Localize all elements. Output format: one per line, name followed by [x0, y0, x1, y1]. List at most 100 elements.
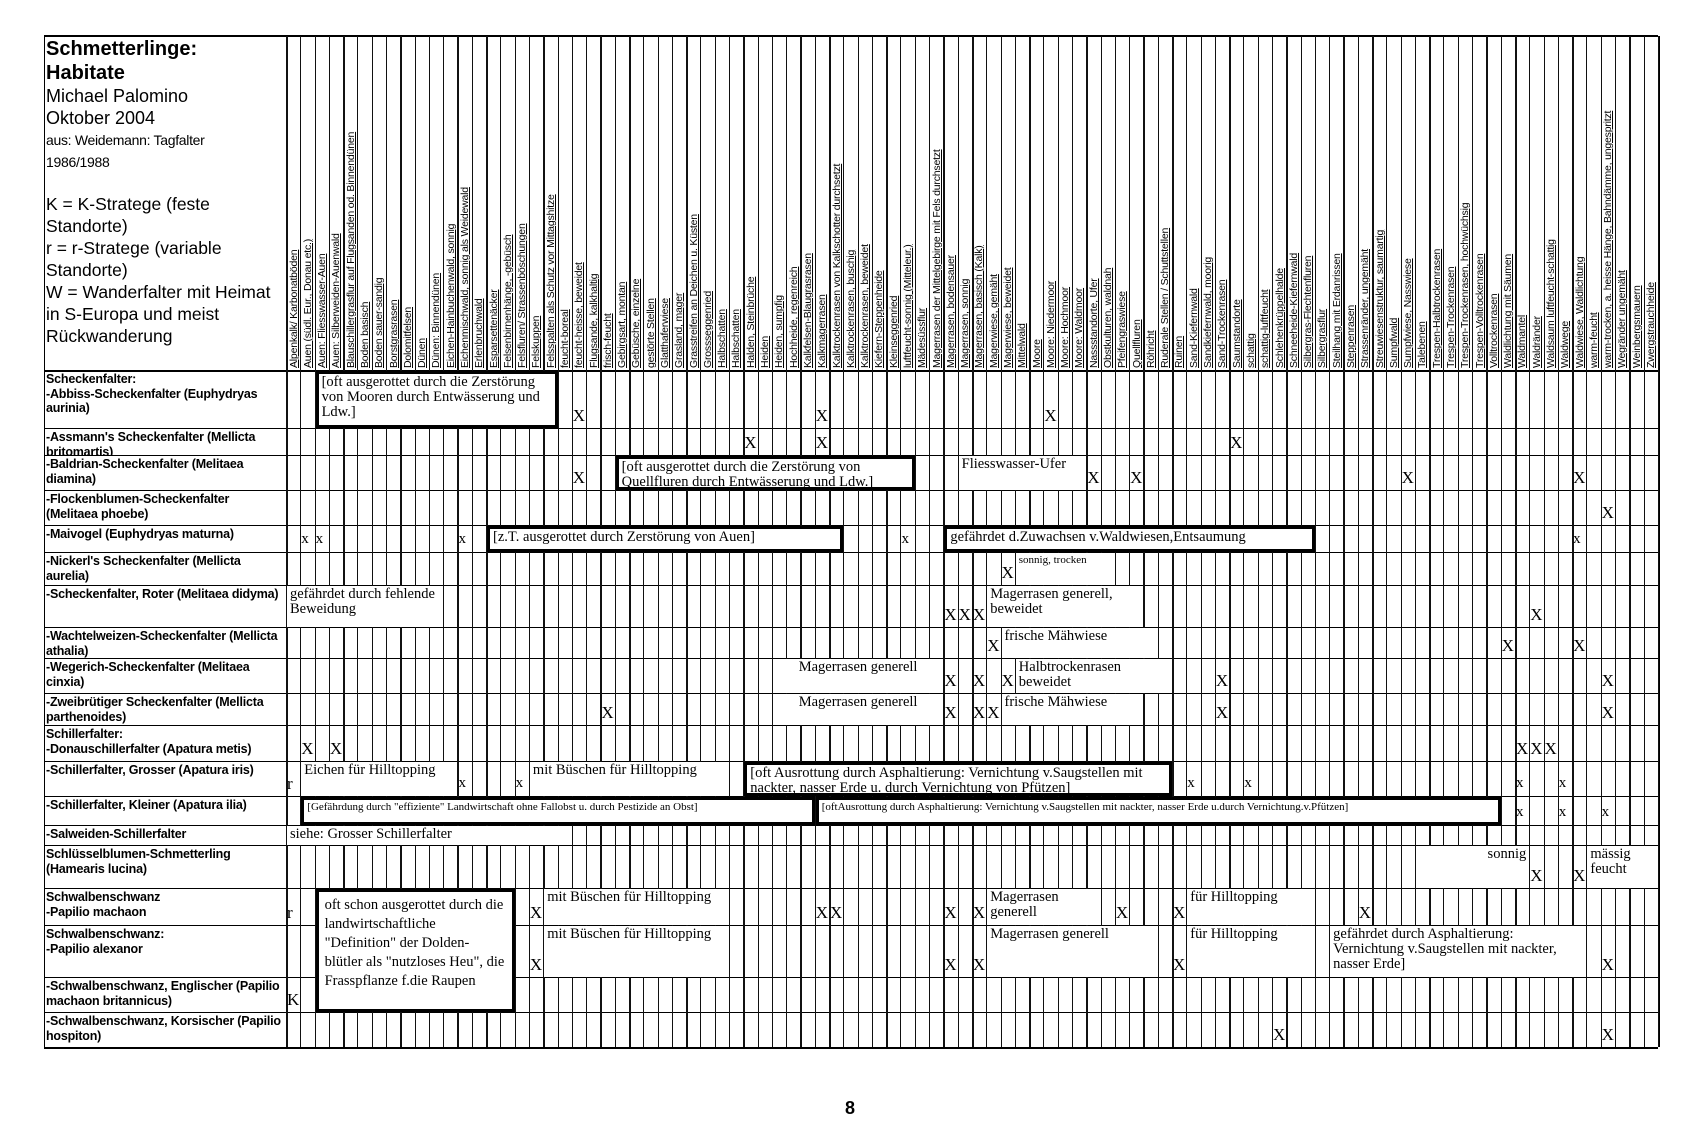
habitat-note: oft schon ausgerottet durch die landwirt…: [315, 889, 515, 1012]
column-header: Sumpfwald: [1387, 317, 1400, 368]
habitat-mark: X: [1215, 671, 1229, 690]
row-divider: [44, 370, 1658, 372]
column-header: Trespen-Trockenrasen: [1444, 266, 1457, 368]
column-divider: [1372, 36, 1374, 1047]
column-header: Magerwiese, beweidet: [1002, 267, 1014, 368]
habitat-mark: x: [315, 531, 324, 547]
habitat-mark: X: [1573, 636, 1586, 655]
column-header: Grasstreifen an Deichen u. Küsten: [687, 214, 700, 368]
habitat-mark: X: [944, 903, 957, 922]
habitat-mark: X: [1401, 468, 1414, 487]
column-header: Kalktrockenrasen, buschig: [844, 249, 857, 368]
column-divider: [857, 36, 860, 1047]
column-divider: [1386, 36, 1388, 1047]
column-header: Felsspalten als Schutz vor Mittagshitze: [544, 194, 557, 368]
habitat-mark: x: [1244, 775, 1252, 791]
column-divider: [1472, 36, 1474, 1047]
column-divider: [314, 36, 317, 1047]
column-header: Kleinseggenried: [887, 295, 900, 368]
column-header: Erlenbruchwald: [473, 298, 486, 368]
column-header: Magerwiese, gemäht: [987, 274, 1000, 368]
column-header: warm-trocken, a. heisse Hänge, Bahndämme…: [1602, 110, 1615, 368]
row-divider: [44, 525, 1658, 526]
habitat-note: gefährdet durch Asphaltierung: Vernichtu…: [1330, 926, 1587, 977]
habitat-mark: X: [1573, 468, 1586, 487]
column-divider: [343, 36, 345, 1047]
column-header: Waldmantel: [1516, 314, 1529, 368]
species-label: Schillerfalter: -Donauschillerfalter (Apa…: [46, 726, 284, 761]
column-header: Waldsaum luftfeucht-schattig: [1545, 239, 1558, 368]
habitat-note: [oft ausgerottet durch die Zerstörung vo…: [315, 371, 558, 428]
habitat-note: frische Mähwiese: [1001, 628, 1158, 658]
habitat-mark: X: [987, 703, 1000, 722]
species-label: -Flockenblumen-Scheckenfalter (Melitaea …: [46, 491, 284, 525]
habitat-mark: X: [815, 433, 828, 452]
column-header: schattig: [1244, 333, 1257, 368]
habitat-mark: X: [1172, 903, 1186, 922]
column-divider: [1600, 36, 1603, 1047]
habitat-note: gefährdet durch fehlende Beweidung: [287, 586, 444, 627]
habitat-mark: X: [815, 406, 828, 425]
habitat-note: für Hilltopping: [1187, 889, 1315, 925]
column-header: Auen: Silberweiden-Auenwald: [330, 233, 343, 368]
row-divider: [44, 825, 1658, 826]
habitat-mark: X: [1601, 703, 1614, 722]
row-divider: [44, 428, 1658, 429]
column-divider: [1586, 36, 1588, 1047]
column-header: Silbergras-Flechtenfluren: [1302, 255, 1315, 368]
habitat-mark: X: [1601, 1025, 1614, 1044]
habitat-mark: X: [944, 955, 957, 974]
habitat-note: mit Büschen für Hilltopping: [544, 926, 729, 977]
table-title-block: Schmetterlinge: Habitate Michael Palomin…: [46, 37, 284, 369]
column-divider: [1329, 36, 1331, 1047]
species-name: -Papilio machaon: [46, 904, 147, 919]
habitat-mark: X: [958, 605, 971, 624]
column-header: Steilhang mit Erdanrissen: [1330, 253, 1343, 368]
habitat-mark: X: [1515, 739, 1529, 758]
column-divider: [943, 36, 945, 1047]
habitat-mark: X: [1273, 1025, 1286, 1044]
column-divider: [1400, 36, 1403, 1047]
habitat-mark: X: [1230, 433, 1243, 452]
species-name: -Baldrian-Scheckenfalter (Melitaea diami…: [46, 457, 244, 486]
species-label: -Scheckenfalter, Roter (Melitaea didyma): [46, 586, 284, 627]
habitat-mark: X: [972, 903, 986, 922]
column-divider: [1543, 36, 1546, 1047]
habitat-note: gefährdet d.Zuwachsen v.Waldwiesen,Entsa…: [944, 526, 1315, 552]
column-header: Moore: [1030, 339, 1043, 368]
habitat-mark: X: [1544, 739, 1557, 758]
column-divider: [1429, 36, 1431, 1047]
column-header: Gebirgsart, montan: [616, 281, 629, 368]
column-header: Sand-Trockenrasen: [1216, 279, 1229, 368]
habitat-note: mässig feucht: [1587, 846, 1658, 888]
habitat-mark: x: [458, 775, 466, 791]
column-divider: [1414, 36, 1416, 1047]
species-label: -Zweibrütiger Scheckenfalter (Mellicta p…: [46, 694, 284, 725]
habitat-mark: x: [515, 775, 524, 791]
habitat-mark: X: [1044, 406, 1057, 425]
column-header: Glatthaferwiese: [659, 298, 672, 368]
column-divider: [328, 36, 330, 1047]
habitat-mark: X: [972, 703, 986, 722]
species-name: -Nickerl's Scheckenfalter (Mellicta aure…: [46, 554, 241, 583]
column-header: Grasland, mager: [673, 292, 686, 368]
species-label: -Schwalbenschwanz, Englischer (Papilio m…: [46, 978, 284, 1012]
species-label: -Nickerl's Scheckenfalter (Mellicta aure…: [46, 553, 284, 585]
habitat-note: Magerrasen generell, beweidet: [987, 586, 1144, 627]
column-divider: [1643, 36, 1645, 1047]
column-header: Grossseggenried: [701, 291, 714, 368]
habitat-mark: X: [744, 433, 757, 452]
habitat-note: siehe: Grosser Schillerfalter: [287, 826, 572, 845]
habitat-mark: X: [1530, 866, 1543, 885]
column-header: Waldlichtung mit Säumen: [1502, 253, 1515, 368]
habitat-mark: x: [1558, 804, 1567, 820]
habitat-mark: X: [944, 671, 957, 690]
column-header: Waldwege: [1559, 320, 1572, 368]
row-divider: [44, 925, 1658, 926]
species-name: -Schwalbenschwanz, Englischer (Papilio m…: [46, 979, 280, 1008]
habitat-note: für Hilltopping: [1187, 926, 1315, 977]
column-header: Hochheide, regenreich: [787, 266, 800, 368]
column-header: Nassstandorte, Ufer: [1087, 278, 1100, 368]
species-name: -Schillerfalter, Kleiner (Apatura ilia): [46, 798, 247, 812]
species-label: -Assmann's Scheckenfalter (Mellicta brit…: [46, 429, 284, 455]
